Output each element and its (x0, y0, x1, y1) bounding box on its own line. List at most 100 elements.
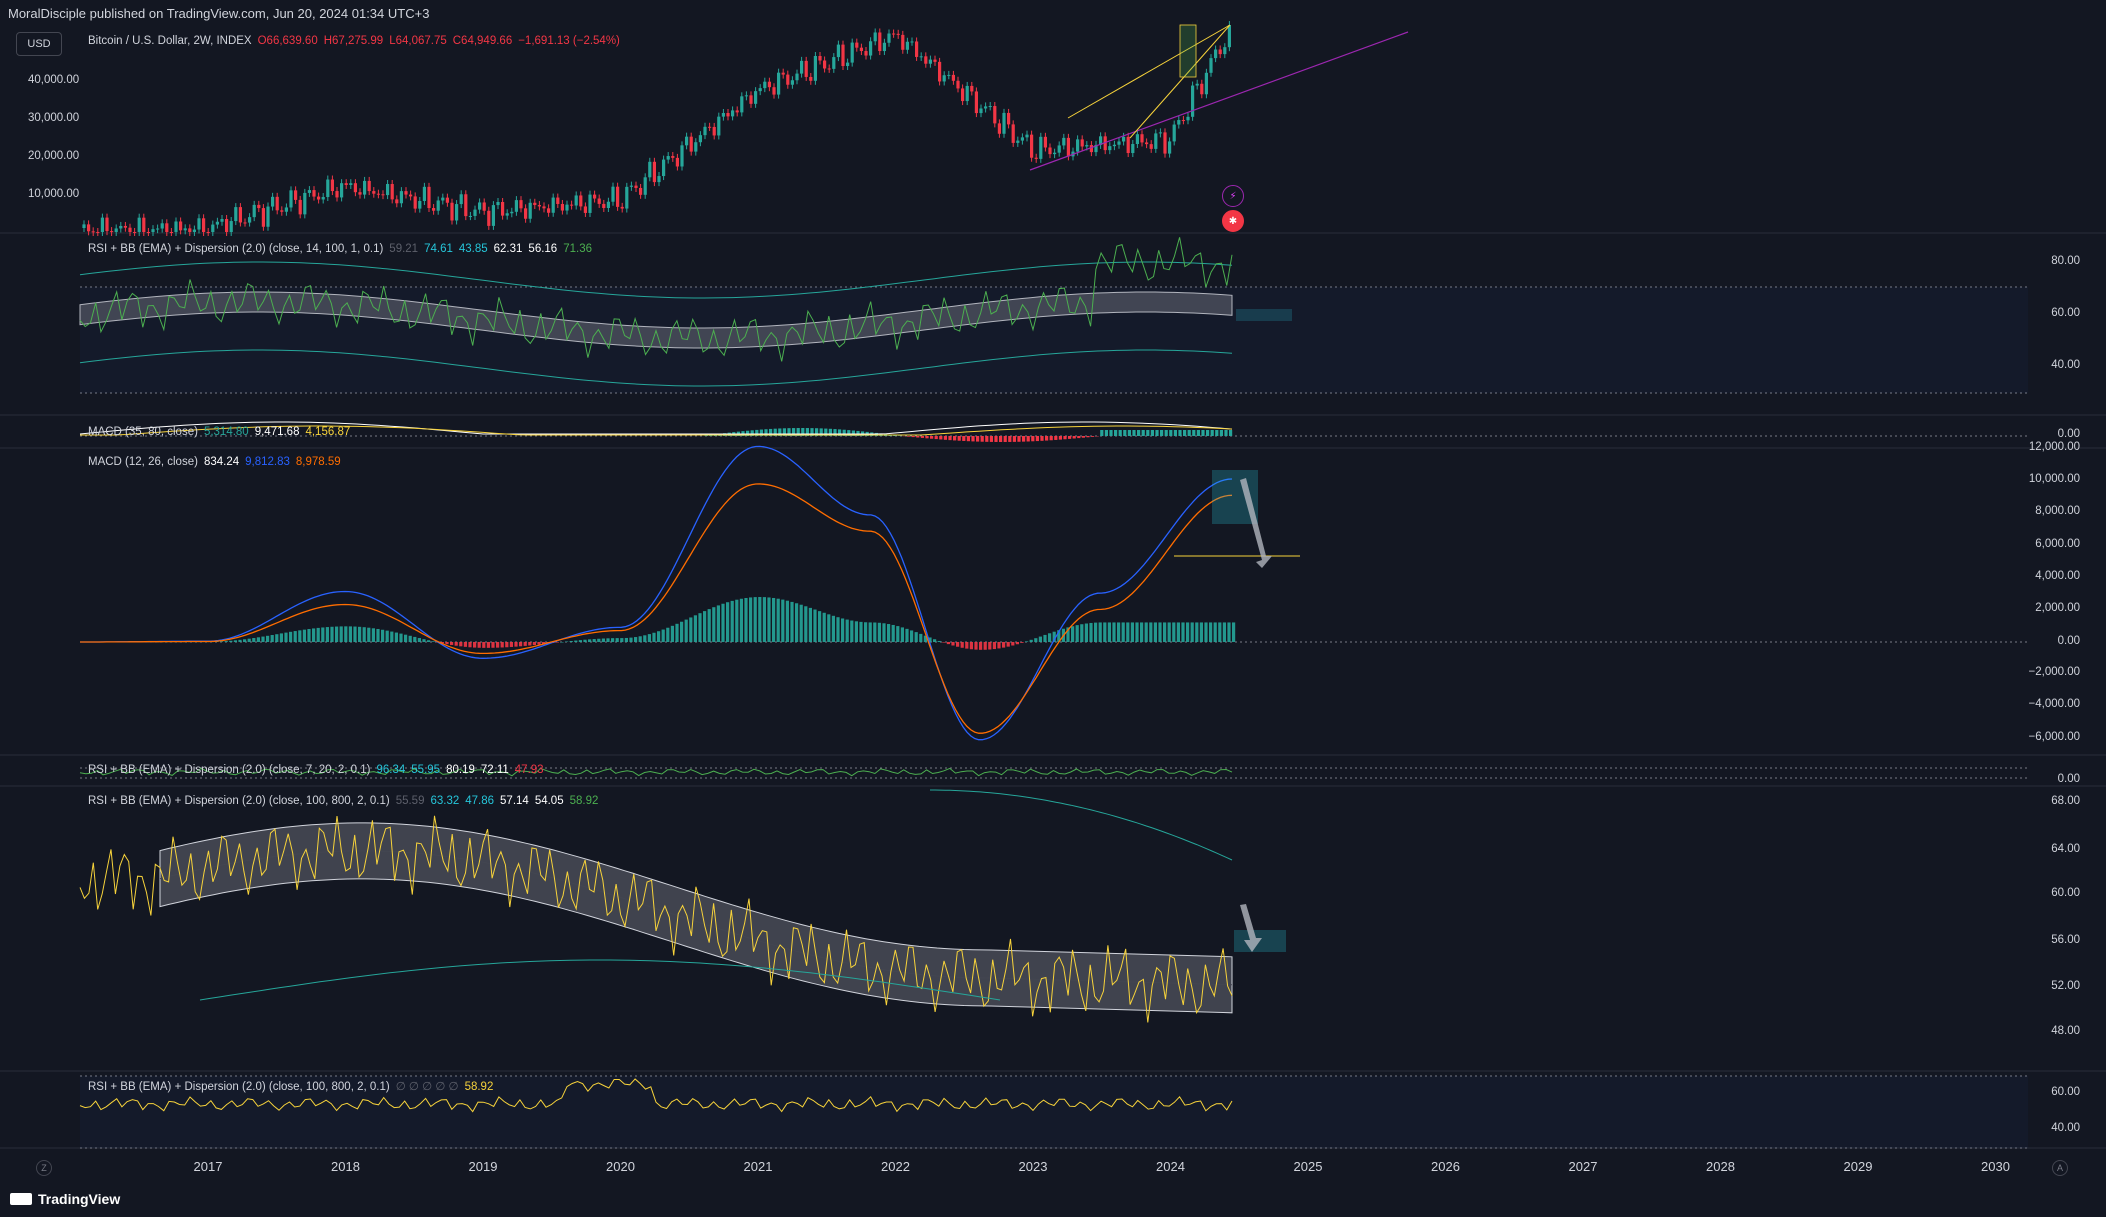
price-candle (335, 191, 339, 198)
main-legend-open: O66,639.60 (257, 35, 318, 47)
price-candle (786, 74, 790, 85)
macd2-histogram-bar (450, 642, 454, 645)
rsi1-legend-v0: 59.21 (389, 243, 419, 255)
price-candle (353, 183, 357, 193)
auto-scale-button[interactable]: A (2052, 1160, 2068, 1176)
price-candle (703, 126, 707, 136)
macd2-histogram-bar (298, 630, 302, 642)
macd2-histogram-bar (339, 626, 343, 642)
macd2-histogram-bar (735, 599, 739, 642)
macd2-histogram-bar (1029, 639, 1033, 642)
macd2-histogram-bar (716, 605, 720, 642)
macd1-bar (838, 429, 842, 436)
macd2-histogram-bar (583, 639, 587, 642)
macd1-bar (930, 436, 934, 439)
price-candle (1122, 136, 1126, 142)
macd2-histogram-bar (1034, 638, 1038, 642)
price-candle (790, 80, 794, 85)
macd2-histogram-bar (781, 599, 785, 642)
rsi3-legend-name: RSI + BB (EMA) + Dispersion (2.0) (close… (88, 795, 390, 807)
macd1-bar (1210, 430, 1214, 436)
macd1-bar (759, 429, 763, 436)
price-candle (514, 200, 518, 212)
macd1-bar (925, 436, 929, 439)
rsi2-legend-v1: 55.95 (411, 764, 441, 776)
macd2-histogram-bar (528, 642, 532, 646)
price-candle (1214, 49, 1218, 59)
price-candle (326, 179, 330, 198)
macd2-histogram-bar (578, 640, 582, 642)
price-candle (110, 231, 114, 233)
us-flag-event-icon[interactable]: ✱ (1222, 210, 1244, 232)
macd2-histogram-bar (560, 641, 564, 643)
zoom-button[interactable]: Z (36, 1160, 52, 1176)
price-candle (358, 192, 362, 195)
rsi1-upper-envelope (79, 261, 1233, 299)
macd2-histogram-bar (358, 626, 362, 642)
macd2-signal (80, 483, 1233, 734)
macd2-histogram-bar (744, 597, 748, 642)
price-candle (271, 196, 275, 207)
price-candle (519, 200, 523, 209)
rsi2-line (79, 767, 1233, 777)
price-candle (160, 223, 164, 229)
price-candle (128, 227, 132, 232)
macd1-bar (948, 436, 952, 441)
macd1-bar (1114, 430, 1118, 436)
macd2-histogram-bar (279, 633, 283, 642)
price-candle (648, 161, 652, 178)
rsi3-down-arrow (1240, 904, 1262, 952)
rsi4-tick: 60.00 (2051, 1086, 2080, 1098)
macd2-histogram-bar (1075, 625, 1079, 642)
rsi3-tick: 60.00 (2051, 887, 2080, 899)
macd2-histogram-bar (877, 622, 881, 642)
macd2-histogram-bar (473, 642, 477, 648)
price-candle (1195, 83, 1199, 86)
rsi1-tick: 80.00 (2051, 255, 2080, 267)
flash-event-icon[interactable]: ⚡ (1222, 185, 1244, 207)
tradingview-brand: TradingView (38, 1191, 121, 1207)
price-candle (294, 190, 298, 200)
price-candle (708, 126, 712, 128)
price-candle (192, 229, 196, 232)
macd2-histogram-bar (1209, 622, 1213, 642)
x-axis-tick: 2022 (881, 1159, 910, 1174)
macd2-histogram-bar (845, 619, 849, 642)
macd2-histogram-bar (960, 642, 964, 648)
macd2-histogram-bar (629, 637, 633, 642)
currency-button[interactable]: USD (16, 32, 62, 56)
price-candle (671, 156, 675, 158)
macd1-bar (1035, 436, 1039, 442)
macd2-histogram-bar (344, 626, 348, 642)
price-candle (961, 88, 965, 102)
price-candle (202, 218, 206, 232)
price-candle (229, 221, 233, 232)
price-candle (795, 73, 799, 81)
price-candle (997, 123, 1001, 134)
macd2-histogram-bar (923, 635, 927, 642)
macd2-histogram-bar (969, 642, 973, 650)
price-candle (712, 126, 716, 136)
macd2-legend-name: MACD (12, 26, close) (88, 456, 198, 468)
rsi2-legend-v2: 80.19 (446, 764, 475, 776)
macd2-histogram-bar (537, 642, 541, 645)
macd1-bar (1215, 430, 1219, 436)
price-candle (340, 183, 344, 198)
price-candle (105, 217, 109, 232)
macd2-histogram-bar (946, 642, 950, 645)
macd2-histogram-bar (307, 629, 311, 642)
rsi3-tick: 52.00 (2051, 980, 2080, 992)
macd1-bar (1008, 436, 1012, 442)
macd2-histogram-bar (215, 641, 219, 642)
macd2-tick: 6,000.00 (2035, 538, 2080, 550)
macd2-histogram-bar (376, 628, 380, 642)
tradingview-logo[interactable]: TradingView (10, 1191, 120, 1207)
price-candle (662, 159, 666, 177)
macd2-histogram-bar (1094, 622, 1098, 642)
macd2-histogram-bar (776, 598, 780, 642)
x-axis-tick: 2018 (331, 1159, 360, 1174)
price-candle (1085, 145, 1089, 147)
price-candle (813, 55, 817, 81)
price-candle (312, 190, 316, 197)
macd2-histogram-bar (404, 634, 408, 642)
